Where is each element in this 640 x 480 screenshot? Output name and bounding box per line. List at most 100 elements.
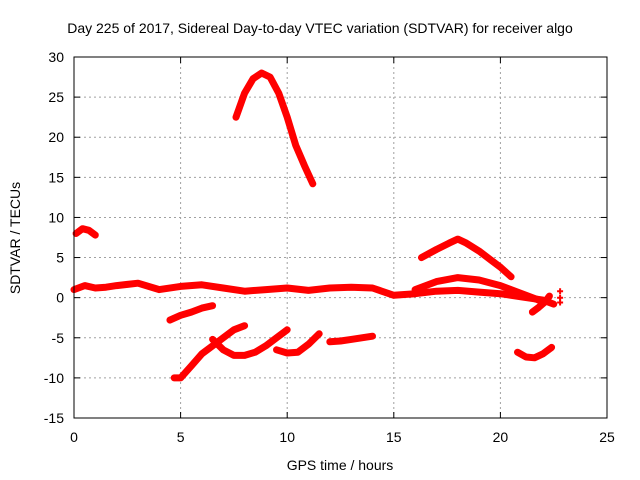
data-point bbox=[273, 346, 280, 353]
data-point bbox=[92, 285, 99, 291]
data-point bbox=[188, 362, 195, 369]
axis-ticks: 0 5 10 15 20 25 -15 -10 -5 0 5 10 15 20 25 30 bbox=[44, 49, 615, 445]
data-point bbox=[233, 114, 239, 121]
data-point bbox=[348, 336, 355, 343]
x-tick-label: 25 bbox=[599, 429, 615, 445]
data-point bbox=[103, 284, 109, 291]
data-point bbox=[514, 349, 521, 356]
data-point bbox=[198, 281, 205, 288]
data-point bbox=[81, 282, 88, 289]
series-arc-late-drop bbox=[528, 292, 553, 316]
data-point bbox=[508, 273, 515, 280]
data-point bbox=[301, 162, 308, 169]
data-point bbox=[171, 374, 178, 381]
data-point bbox=[294, 349, 301, 356]
data-point bbox=[267, 74, 274, 81]
data-point bbox=[518, 290, 525, 297]
data-point bbox=[557, 288, 564, 295]
y-tick-label: 15 bbox=[48, 169, 64, 185]
data-point bbox=[523, 354, 529, 360]
data-point bbox=[550, 301, 557, 308]
data-point bbox=[309, 180, 316, 187]
series-line bbox=[528, 292, 553, 316]
data-point bbox=[252, 349, 259, 356]
data-point bbox=[433, 278, 440, 285]
data-point bbox=[241, 322, 248, 329]
series-line bbox=[232, 69, 317, 188]
data-series bbox=[70, 69, 564, 382]
y-tick-label: 25 bbox=[48, 89, 64, 105]
data-point bbox=[529, 309, 536, 316]
data-point bbox=[305, 287, 312, 294]
y-tick-label: -5 bbox=[52, 330, 65, 346]
data-point bbox=[113, 282, 120, 289]
data-point bbox=[220, 334, 227, 341]
data-point bbox=[542, 298, 549, 305]
data-point bbox=[198, 350, 205, 357]
data-point bbox=[250, 75, 257, 82]
series-arc-midday-d bbox=[273, 330, 323, 357]
data-point bbox=[177, 312, 184, 319]
series-arc-midday-b bbox=[170, 322, 249, 382]
data-point bbox=[358, 334, 365, 341]
data-point bbox=[369, 333, 376, 340]
data-point bbox=[188, 309, 195, 316]
x-tick-label: 20 bbox=[493, 429, 509, 445]
data-point bbox=[369, 285, 376, 291]
y-tick-label: 10 bbox=[48, 209, 64, 225]
data-point bbox=[273, 334, 280, 341]
data-point bbox=[531, 354, 538, 361]
data-point bbox=[284, 114, 291, 121]
x-tick-label: 5 bbox=[177, 429, 185, 445]
data-point bbox=[535, 304, 542, 311]
series-line bbox=[170, 322, 249, 382]
data-point bbox=[262, 286, 269, 293]
series-line bbox=[72, 225, 99, 239]
data-point bbox=[497, 290, 504, 297]
y-tick-label: 5 bbox=[56, 250, 64, 266]
data-point bbox=[454, 236, 461, 243]
data-point bbox=[337, 338, 344, 344]
data-point bbox=[497, 282, 504, 289]
data-point bbox=[177, 374, 184, 381]
x-axis-label: GPS time / hours bbox=[287, 457, 394, 473]
series-arc-midday-a bbox=[166, 302, 217, 324]
data-point bbox=[284, 326, 291, 333]
y-tick-label: 0 bbox=[56, 290, 64, 306]
data-point bbox=[476, 248, 483, 255]
data-point bbox=[230, 326, 237, 333]
data-point bbox=[497, 264, 504, 271]
data-point bbox=[230, 352, 237, 359]
data-point bbox=[241, 90, 248, 97]
data-point bbox=[220, 285, 227, 291]
data-point bbox=[454, 274, 461, 281]
data-point bbox=[262, 342, 269, 349]
chart-title: Day 225 of 2017, Sidereal Day-to-day VTE… bbox=[67, 20, 573, 36]
data-point bbox=[454, 287, 461, 294]
data-point bbox=[258, 70, 265, 76]
data-point bbox=[220, 346, 227, 353]
data-point bbox=[284, 350, 291, 356]
data-point bbox=[135, 280, 141, 287]
series-arc-evening-rise bbox=[418, 235, 515, 281]
data-point bbox=[412, 286, 419, 293]
series-line bbox=[70, 279, 558, 308]
data-point bbox=[241, 352, 248, 359]
data-point bbox=[316, 330, 323, 337]
data-point bbox=[177, 283, 184, 290]
plot-frame bbox=[73, 56, 608, 419]
data-point bbox=[540, 350, 546, 357]
data-point bbox=[241, 288, 248, 295]
data-point bbox=[390, 292, 397, 299]
data-point bbox=[418, 254, 425, 261]
x-tick-label: 10 bbox=[279, 429, 295, 445]
data-point bbox=[275, 90, 282, 97]
data-point bbox=[463, 240, 470, 247]
data-point bbox=[305, 341, 312, 348]
data-point bbox=[92, 232, 99, 239]
data-point bbox=[433, 246, 440, 253]
data-point bbox=[198, 305, 205, 312]
data-point bbox=[209, 302, 216, 309]
data-point bbox=[326, 338, 333, 345]
